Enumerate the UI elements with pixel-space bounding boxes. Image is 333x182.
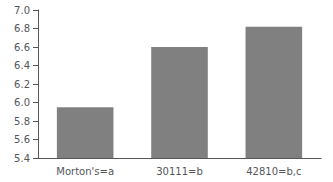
svg-text:6.8: 6.8 [14,23,30,34]
svg-text:6.4: 6.4 [14,60,30,71]
svg-text:7.0: 7.0 [14,5,30,16]
svg-text:5.6: 5.6 [14,134,30,145]
svg-text:6.0: 6.0 [14,97,30,108]
svg-text:6.6: 6.6 [14,42,30,53]
svg-text:42810=b,c: 42810=b,c [246,166,301,177]
svg-text:30111=b: 30111=b [156,166,203,177]
svg-text:6.2: 6.2 [14,79,30,90]
svg-text:Morton's=a: Morton's=a [56,166,114,177]
svg-text:5.8: 5.8 [14,116,30,127]
svg-text:5.4: 5.4 [14,153,30,164]
